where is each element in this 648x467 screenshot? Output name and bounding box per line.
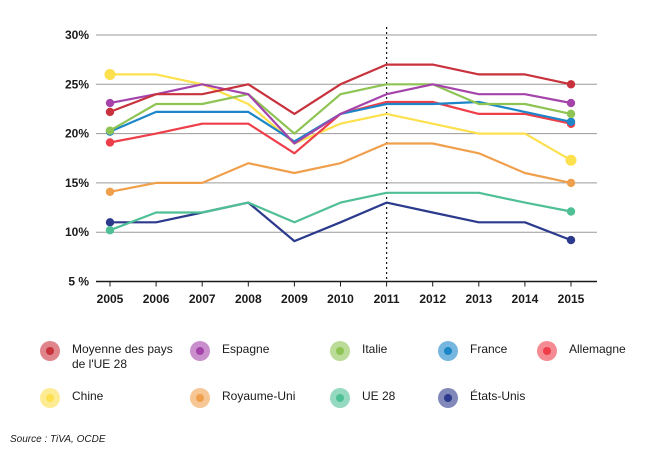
series-point-allemagne bbox=[105, 138, 115, 147]
series-line-chine bbox=[108, 73, 573, 162]
y-tick-labels: 5 % 10% 15% 20% 25% 30% bbox=[65, 28, 89, 289]
series-lines bbox=[104, 63, 577, 245]
x-tick-label: 2012 bbox=[419, 292, 446, 306]
legend-swatch bbox=[330, 341, 350, 361]
x-tick-label: 2013 bbox=[465, 292, 492, 306]
legend-swatch bbox=[40, 388, 60, 408]
legend-swatch bbox=[537, 341, 557, 361]
legend-label: France bbox=[470, 342, 508, 356]
source-note: Source : TiVA, OCDE bbox=[10, 434, 106, 445]
legend-item: Chine bbox=[40, 388, 103, 408]
series-point--tats-unis bbox=[105, 218, 115, 227]
legend-item: États-Unis bbox=[438, 388, 525, 408]
legend-swatch bbox=[190, 388, 210, 408]
y-tick-label: 5 % bbox=[68, 275, 89, 289]
series-point--tats-unis bbox=[566, 235, 576, 245]
legend-swatch bbox=[438, 341, 458, 361]
x-tick-label: 2005 bbox=[97, 292, 124, 306]
legend-item: UE 28 bbox=[330, 388, 395, 408]
x-tick-labels: 2005 2006 2007 2008 2009 2010 2011 2012 2013 2014… bbox=[97, 292, 585, 306]
legend-item: Royaume-Uni bbox=[190, 388, 295, 408]
x-tick-label: 2011 bbox=[374, 292, 400, 306]
legend-label: Moyenne des pays de l'UE 28 bbox=[72, 342, 173, 371]
x-tick-label: 2006 bbox=[143, 292, 170, 306]
series-point-france bbox=[566, 117, 576, 126]
legend-label: Italie bbox=[362, 342, 388, 356]
legend-label: Espagne bbox=[222, 342, 270, 356]
legend-item: Italie bbox=[330, 341, 387, 361]
line-chart: 5 %10%15%20%25%30% 2005 2006 2007 2008 2009 2… bbox=[65, 27, 597, 306]
series-point-chine bbox=[104, 68, 116, 80]
x-tick-label: 2008 bbox=[235, 292, 262, 306]
legend-label: Chine bbox=[72, 389, 104, 403]
series-point-ue-28 bbox=[105, 226, 115, 235]
y-tick-label: 15% bbox=[65, 176, 89, 190]
series-point-royaume-uni bbox=[566, 178, 576, 188]
series-point-moyenne-des-pays bbox=[105, 107, 115, 117]
series-point-espagne bbox=[566, 98, 576, 108]
legend-label: Royaume-Uni bbox=[222, 389, 296, 403]
series-line--tats-unis bbox=[108, 201, 573, 243]
legend-item: Moyenne des pays de l'UE 28 bbox=[40, 341, 173, 372]
legend-swatch bbox=[438, 388, 458, 408]
y-tick-label: 30% bbox=[65, 28, 89, 42]
legend-swatch bbox=[330, 388, 350, 408]
series-point-chine bbox=[565, 154, 577, 166]
series-point-espagne bbox=[105, 98, 115, 108]
series-point-italie bbox=[105, 126, 115, 135]
legend-label: Allemagne bbox=[569, 342, 626, 356]
series-point-italie bbox=[566, 109, 576, 119]
legend-item: Allemagne bbox=[537, 341, 626, 361]
series-line-italie bbox=[108, 83, 573, 135]
x-axis bbox=[96, 280, 597, 287]
x-tick-label: 2007 bbox=[189, 292, 216, 306]
x-tick-label: 2010 bbox=[327, 292, 354, 306]
legend-swatch bbox=[190, 341, 210, 361]
series-line-royaume-uni bbox=[108, 142, 573, 193]
legend-label: UE 28 bbox=[362, 389, 396, 403]
y-tick-label: 10% bbox=[65, 225, 89, 239]
y-tick-label: 25% bbox=[65, 77, 89, 91]
series-line-ue-28 bbox=[108, 191, 573, 232]
legend-item: Espagne bbox=[190, 341, 269, 361]
x-tick-label: 2014 bbox=[512, 292, 539, 306]
series-point-royaume-uni bbox=[105, 187, 115, 196]
y-tick-label: 20% bbox=[65, 127, 89, 141]
legend-item: France bbox=[438, 341, 507, 361]
legend-label: États-Unis bbox=[470, 389, 526, 403]
series-point-ue-28 bbox=[566, 207, 576, 216]
legend-swatch bbox=[40, 341, 60, 361]
x-tick-label: 2009 bbox=[281, 292, 308, 306]
series-line-moyenne-des-pays bbox=[108, 63, 573, 116]
x-tick-label: 2015 bbox=[558, 292, 585, 306]
series-line-espagne bbox=[108, 83, 573, 145]
series-point-moyenne-des-pays bbox=[566, 80, 576, 89]
